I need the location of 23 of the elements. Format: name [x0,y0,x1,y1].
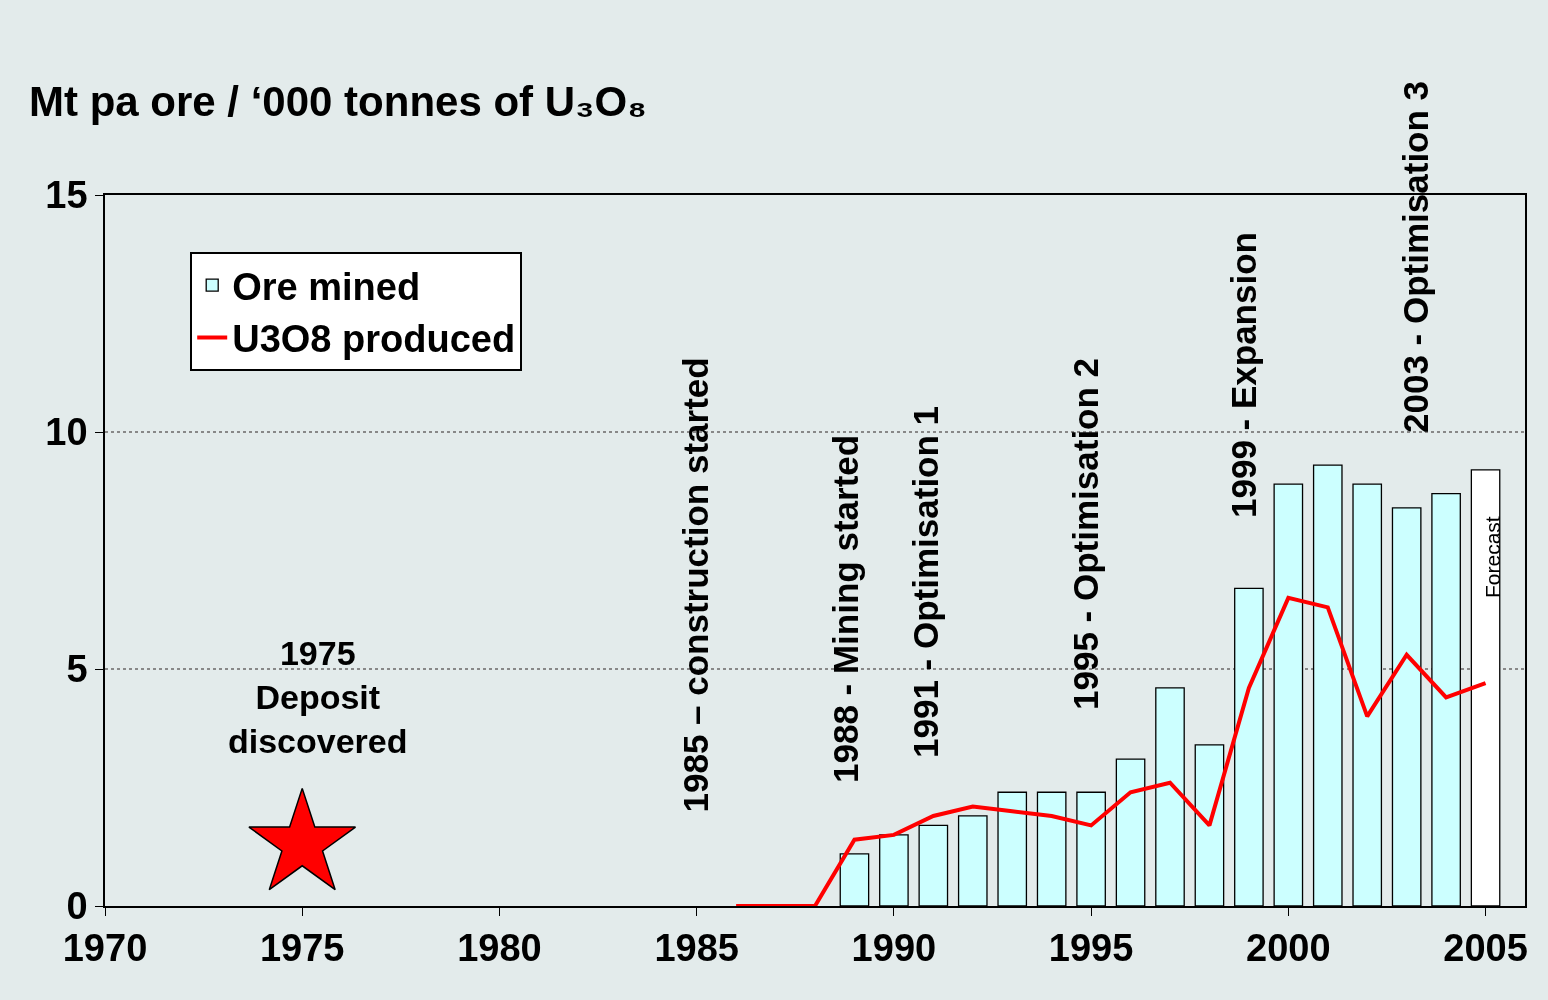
x-tick-label: 1985 [654,927,739,970]
annotation: 1975 Deposit discovered [228,634,408,761]
y-tick-label: 5 [66,648,88,691]
y-axis-title: Mt pa ore / ‘000 tonnes of U₃O₈ [29,78,647,125]
annotation: 2003 - Optimisation 3 [1396,80,1435,433]
legend-label: Ore mined [232,265,421,308]
x-tick-label: 1995 [1048,927,1134,970]
annotation: 1988 - Mining started [826,434,865,783]
x-tick-label: 1975 [259,927,345,970]
x-tick-label: 1970 [62,927,148,970]
annotation: 1985 – construction started [675,357,715,813]
y-tick-label: 15 [45,174,88,217]
annotation: Forecast [1481,516,1504,598]
annotation: 1995 - Optimisation 2 [1066,357,1105,710]
annotation: 1999 - Expansion [1224,232,1263,518]
x-tick-label: 1980 [457,927,542,970]
legend-label: U3O8 produced [232,318,516,361]
x-tick-label: 1990 [851,927,937,970]
x-tick-label: 2005 [1443,927,1528,970]
annotation: 1991 - Optimisation 1 [906,405,945,758]
y-tick-label: 10 [45,411,88,454]
x-tick-label: 2000 [1246,927,1331,970]
y-tick-label: 0 [66,885,88,928]
